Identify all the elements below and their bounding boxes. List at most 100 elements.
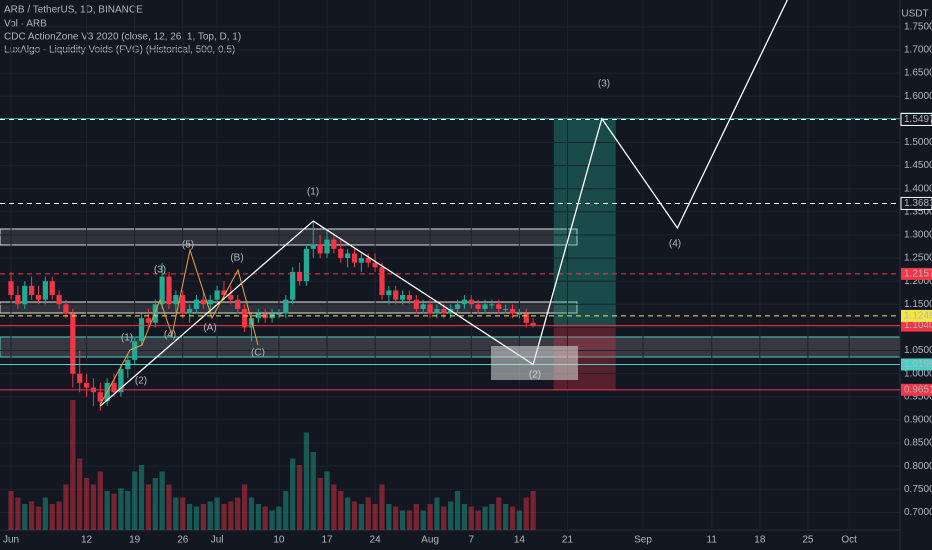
zone xyxy=(0,301,578,314)
volume-bar xyxy=(310,452,316,530)
candle-body xyxy=(496,304,502,309)
y-tick-label: 1.7500 xyxy=(904,21,932,32)
candle-body xyxy=(454,304,461,309)
volume-bar xyxy=(187,504,193,530)
y-tick-label: 1.3000 xyxy=(904,230,932,241)
candle-body xyxy=(386,290,392,296)
price-label-bg xyxy=(901,309,932,322)
candle-body xyxy=(193,299,200,309)
currency: USDT xyxy=(901,9,928,20)
x-tick-label: 17 xyxy=(321,535,333,546)
volume-bar xyxy=(475,510,481,530)
volume-bar xyxy=(248,497,255,530)
candle-body xyxy=(345,253,351,259)
volume-bar xyxy=(427,504,433,530)
candle-body xyxy=(166,276,172,305)
candle-body xyxy=(468,299,474,305)
wave-label: (4) xyxy=(164,330,176,341)
candle-body xyxy=(303,248,310,282)
x-tick-label: 19 xyxy=(129,535,141,546)
wave-label: (3) xyxy=(598,79,610,90)
y-tick-label: 1.3500 xyxy=(904,206,932,217)
candle-body xyxy=(235,299,241,309)
x-tick-label: 12 xyxy=(81,535,93,546)
volume-bar xyxy=(331,484,337,530)
wave-label: (A) xyxy=(203,323,216,334)
indicator: CDC ActionZone V3 2020 (close, 12, 26, 1… xyxy=(4,32,241,43)
candle-body xyxy=(338,248,344,259)
y-tick-label: 1.4500 xyxy=(904,160,932,171)
candle-body xyxy=(503,308,509,310)
volume-bar xyxy=(241,484,248,530)
candle-body xyxy=(56,295,62,305)
wave-label: (B) xyxy=(230,253,243,264)
volume-bar xyxy=(180,497,186,530)
wave-label: (3) xyxy=(154,265,166,276)
y-tick-label: 1.0000 xyxy=(904,368,932,379)
y-tick-label: 1.2000 xyxy=(904,276,932,287)
candle-body xyxy=(248,318,255,328)
volume-bar xyxy=(276,506,282,530)
volume-bar xyxy=(214,497,220,530)
x-tick-label: 18 xyxy=(754,535,766,546)
volume-bar xyxy=(441,506,447,530)
volume-bar xyxy=(77,458,83,530)
y-tick-label: 0.7000 xyxy=(904,507,932,518)
price-label: 1.1249 xyxy=(904,311,932,322)
candle-body xyxy=(379,267,385,296)
volume-bar xyxy=(132,471,138,530)
price-label: 1.0199 xyxy=(904,359,932,370)
wave-label: (2) xyxy=(135,376,147,387)
volume-bar xyxy=(399,510,406,530)
price-label-bg xyxy=(901,319,932,332)
candle-body xyxy=(63,304,69,314)
volume-bar xyxy=(448,501,454,530)
volume-bar xyxy=(166,484,172,530)
candle-body xyxy=(516,313,522,315)
volume-bar xyxy=(8,491,14,530)
price-label: 1.3681 xyxy=(904,198,932,209)
candle-body xyxy=(283,299,289,314)
volume-bar xyxy=(235,497,241,530)
x-tick-label: 24 xyxy=(370,535,382,546)
candle-body xyxy=(420,304,426,309)
profit-zone xyxy=(553,118,616,326)
volume-bar xyxy=(207,501,213,530)
y-tick-label: 1.4000 xyxy=(904,183,932,194)
volume-bar xyxy=(365,497,371,530)
candle-body xyxy=(296,271,303,282)
candle-body xyxy=(152,304,158,323)
volume-bar xyxy=(70,400,76,530)
volume-bar xyxy=(22,504,28,530)
x-tick-label: Sep xyxy=(634,535,652,546)
candle-body xyxy=(159,276,165,305)
candle-body xyxy=(35,295,42,300)
volume-bar xyxy=(269,510,275,530)
volume-bar xyxy=(83,478,90,530)
candle-body xyxy=(509,308,516,314)
volume-bar xyxy=(90,484,97,530)
candle-body xyxy=(241,308,248,328)
volume-bar xyxy=(118,488,124,530)
candle-body xyxy=(399,295,406,300)
candle-body xyxy=(530,322,536,326)
candle-body xyxy=(118,369,124,393)
candle-body xyxy=(83,382,90,388)
y-tick-label: 0.7500 xyxy=(904,484,932,495)
candle-body xyxy=(138,318,145,342)
candle-body xyxy=(365,258,371,263)
candle-body xyxy=(310,244,316,249)
candle-body xyxy=(173,295,179,305)
y-tick-label: 1.1500 xyxy=(904,299,932,310)
volume-bar xyxy=(509,506,516,530)
volume-bar xyxy=(413,504,419,530)
volume-bar xyxy=(200,504,206,530)
wave-line xyxy=(99,248,259,406)
y-tick-label: 0.9000 xyxy=(904,415,932,426)
x-tick-label: 7 xyxy=(469,535,475,546)
volume-bar xyxy=(516,510,522,530)
wave-label: (5) xyxy=(182,240,194,251)
volume-bar xyxy=(159,471,165,530)
volume-bar xyxy=(221,504,227,530)
